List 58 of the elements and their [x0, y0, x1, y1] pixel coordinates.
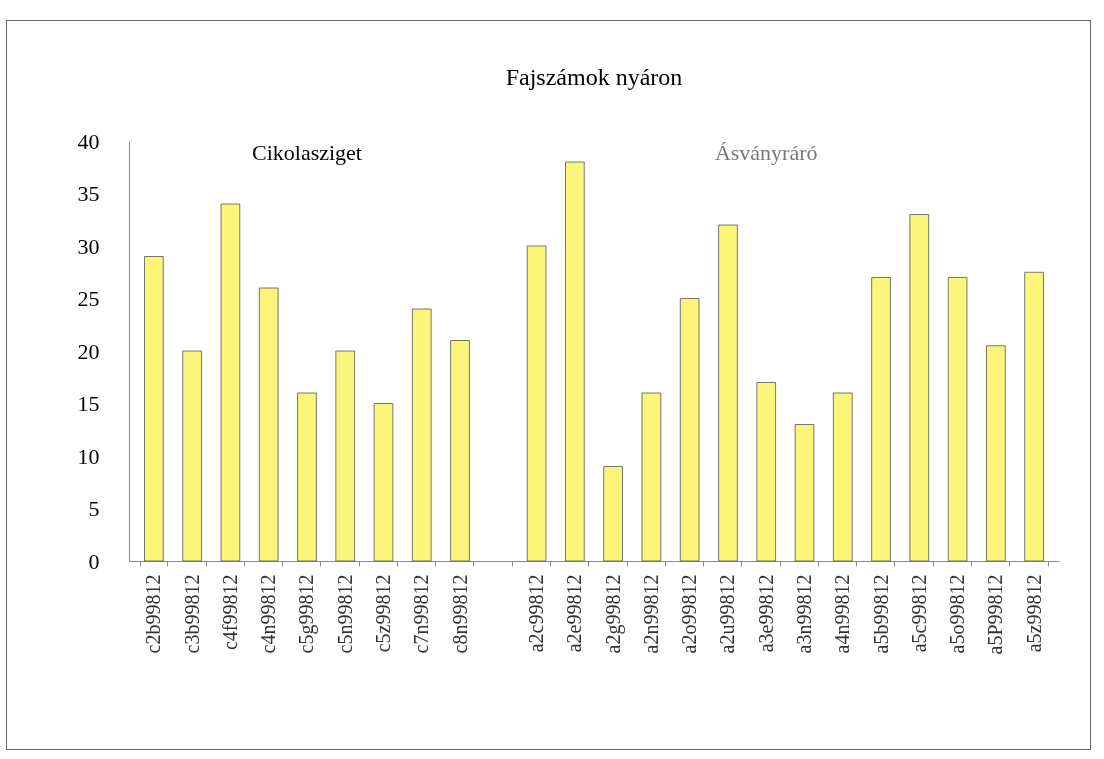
x-tick-label: c4n99812: [257, 574, 280, 654]
x-tick-label: a4n99812: [831, 574, 854, 654]
annotation: Cikolasziget: [251, 140, 362, 165]
bar: [909, 214, 930, 562]
bar: [335, 350, 356, 562]
bar: [258, 287, 279, 562]
x-tick-label: a5z99812: [1022, 574, 1045, 653]
x-tick-label: a5c99812: [907, 574, 930, 653]
x-tick-label: c7n99812: [410, 574, 433, 654]
x-tick-label: a3e99812: [754, 574, 777, 653]
bar: [603, 466, 623, 562]
bar: [297, 392, 317, 562]
bar: [182, 350, 202, 562]
x-tick-label: a2n99812: [639, 574, 662, 654]
y-tick-label: 20: [77, 338, 100, 364]
x-tick-label: a3n99812: [792, 574, 815, 654]
y-tick-label: 35: [77, 181, 100, 206]
y-tick-label: 0: [88, 548, 100, 574]
y-tick-label: 15: [77, 391, 100, 416]
y-tick-label: 10: [77, 443, 100, 469]
bar: [373, 403, 394, 562]
x-tick-label: a2g99812: [601, 574, 625, 654]
x-tick-label: a2o99812: [678, 574, 701, 654]
x-tick-label: c4f99812: [218, 574, 241, 651]
bar: [450, 340, 470, 562]
bar: [526, 245, 547, 562]
bar: [718, 224, 738, 562]
bar: [641, 392, 662, 562]
x-tick-label: a5P99812: [984, 574, 1007, 655]
x-tick-label: a2e99812: [563, 574, 586, 653]
x-tick-label: a2u99812: [716, 574, 739, 654]
bar: [756, 382, 776, 562]
bar: [947, 277, 968, 562]
bar: [144, 256, 164, 562]
y-tick-label: 30: [77, 233, 100, 259]
x-tick-label: c5g99812: [295, 574, 319, 654]
x-tick-label: c5z99812: [372, 574, 395, 653]
x-tick-label: a5b99812: [869, 574, 892, 654]
bar: [565, 161, 585, 562]
bar: [220, 203, 241, 562]
chart-title: Fajszámok nyáron: [505, 64, 683, 90]
bar: [412, 308, 432, 562]
x-tick-label: c3b99812: [180, 574, 203, 654]
x-tick-label: a5o99812: [946, 574, 969, 654]
x-tick-label: a2c99812: [525, 574, 548, 653]
x-tick-label: c5n99812: [333, 574, 356, 654]
bar: [871, 277, 891, 562]
y-tick-label: 25: [77, 286, 100, 311]
x-tick-label: c2b99812: [142, 574, 165, 654]
bar: [986, 345, 1006, 562]
y-tick-label: 40: [77, 128, 100, 154]
annotation: Ásványráró: [714, 140, 818, 165]
bar: [794, 424, 815, 562]
bar: [832, 392, 853, 562]
x-tick-label: c8n99812: [448, 574, 471, 654]
bar: [1024, 271, 1044, 562]
y-tick-label: 5: [88, 496, 100, 521]
bar: [679, 298, 700, 562]
